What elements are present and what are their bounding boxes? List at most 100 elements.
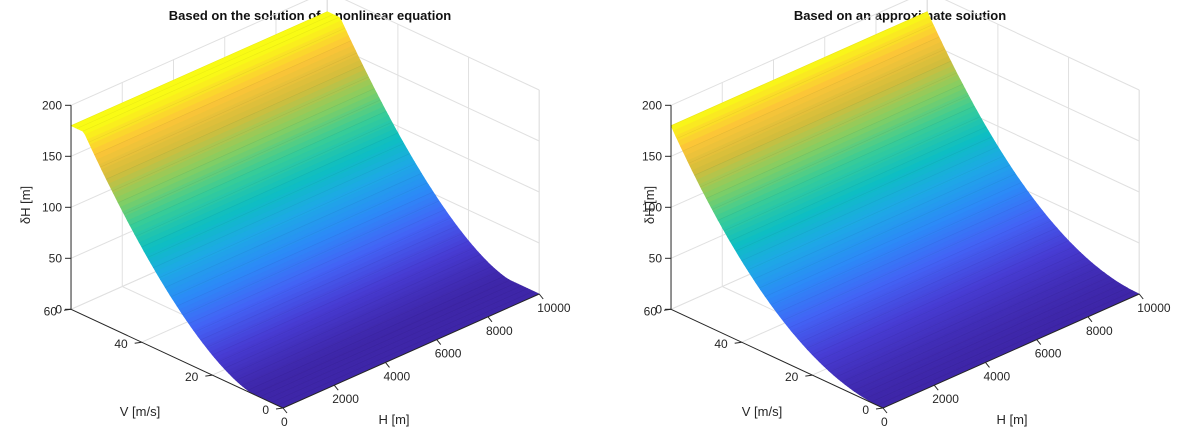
mesh-line-7 <box>112 76 369 192</box>
mesh-line-21 <box>194 217 451 333</box>
mesh-line-12 <box>741 146 999 261</box>
x-tick-mark-5 <box>538 293 544 300</box>
mesh-line-23 <box>206 233 463 348</box>
x-tick-label-1: 2000 <box>332 392 359 406</box>
mesh-line-16 <box>765 182 1022 297</box>
mesh-line-5 <box>700 72 957 188</box>
mesh-line-2 <box>82 16 340 132</box>
x-tick-label-3: 6000 <box>1035 347 1062 361</box>
mesh-line-24 <box>212 240 469 356</box>
wall-grid-z-4 <box>670 0 1140 106</box>
y-tick-label-2: 40 <box>114 337 128 351</box>
mesh-line-34 <box>271 288 528 403</box>
left-plot-title: Based on the solution of a nonlinear equ… <box>169 8 451 23</box>
mesh-line-15 <box>159 163 416 278</box>
x-tick-mark-1 <box>333 384 339 391</box>
left-plot-xlabel: H [m] <box>378 412 409 427</box>
x-tick-label-2: 4000 <box>983 369 1010 383</box>
mesh-line-3 <box>88 27 346 143</box>
x-tick-label-1: 2000 <box>932 392 959 406</box>
x-tick-mark-3 <box>1036 339 1042 345</box>
x-tick-label-0: 0 <box>281 415 288 429</box>
wall-grid-z-4 <box>70 0 540 106</box>
mesh-line-22 <box>200 225 457 341</box>
x-tick-mark-4 <box>1087 316 1093 323</box>
mesh-line-25 <box>818 246 1075 361</box>
axes: 0501001502000204060020004000600080001000… <box>642 98 1171 429</box>
mesh-line-33 <box>865 284 1122 399</box>
mesh-line-28 <box>235 266 493 381</box>
y-tick-mark-3 <box>63 308 72 311</box>
right-plot-title: Based on an approximate solution <box>794 8 1006 23</box>
mesh-line-6 <box>706 83 963 199</box>
mesh-line-17 <box>770 190 1028 306</box>
mesh-line-10 <box>129 110 387 226</box>
mesh-line-1 <box>76 14 334 129</box>
y-tick-mark-1 <box>205 374 213 377</box>
mesh-line-22 <box>800 227 1057 343</box>
z-tick-label-3: 150 <box>42 149 62 163</box>
mesh-line-20 <box>188 209 446 324</box>
mesh-line-11 <box>735 136 993 252</box>
mesh-line-35 <box>876 290 1134 406</box>
left-surface-plot: Based on the solution of a nonlinear equ… <box>18 0 571 429</box>
mesh-line-11 <box>135 121 393 237</box>
mesh-line-29 <box>841 267 1099 383</box>
z-tick-label-0: 0 <box>655 302 662 316</box>
z-tick-label-0: 0 <box>55 302 62 316</box>
mesh-line-31 <box>853 276 1110 392</box>
surface-mesh <box>670 11 1140 409</box>
axes: 0501001502000204060020004000600080001000… <box>42 98 571 429</box>
y-tick-label-3: 60 <box>644 304 658 318</box>
right-plot-xlabel: H [m] <box>996 412 1027 427</box>
mesh-line-1 <box>676 24 934 139</box>
z-tick-label-3: 150 <box>642 149 662 163</box>
z-tick-label-1: 50 <box>49 251 63 265</box>
mesh-line-28 <box>835 262 1093 378</box>
x-tick-label-5: 10000 <box>1137 301 1171 315</box>
z-tick-label-4: 200 <box>642 98 662 112</box>
mesh-line-12 <box>141 132 399 248</box>
x-tick-mark-1 <box>933 384 939 391</box>
mesh-line-6 <box>106 64 363 180</box>
z-tick-label-1: 50 <box>649 251 663 265</box>
mesh-line-25 <box>218 247 475 363</box>
y-tick-label-1: 20 <box>785 370 799 384</box>
right-plot-zlabel: δH [m] <box>642 186 657 224</box>
y-tick-mark-3 <box>663 308 672 311</box>
mesh-line-8 <box>718 105 975 221</box>
x-tick-mark-3 <box>436 339 442 345</box>
mesh-line-19 <box>782 206 1040 321</box>
y-tick-label-2: 40 <box>714 337 728 351</box>
mesh-line-9 <box>723 116 981 231</box>
y-tick-mark-2 <box>134 341 142 344</box>
mesh-line-16 <box>165 173 422 288</box>
mesh-line-27 <box>229 260 487 375</box>
mesh-line-26 <box>223 254 481 369</box>
mesh-line-32 <box>859 280 1116 396</box>
mesh-line-4 <box>694 60 951 176</box>
mesh-line-21 <box>794 220 1051 336</box>
mesh-line-13 <box>747 155 1004 271</box>
mesh-line-7 <box>712 95 969 210</box>
mesh-line-35 <box>276 290 534 406</box>
mesh-line-27 <box>829 257 1087 373</box>
z-tick-label-2: 100 <box>42 200 62 214</box>
mesh-line-26 <box>823 252 1081 367</box>
left-plot-zlabel: δH [m] <box>18 186 33 224</box>
x-axis-line <box>882 293 1140 409</box>
right-plot-ylabel: V [m/s] <box>742 404 782 419</box>
mesh-line-18 <box>176 191 434 307</box>
left-plot-ylabel: V [m/s] <box>120 404 160 419</box>
y-tick-label-0: 0 <box>862 403 869 417</box>
mesh-line-0 <box>670 11 928 126</box>
y-tick-label-1: 20 <box>185 370 199 384</box>
mesh-line-15 <box>759 173 1016 289</box>
surface <box>70 11 540 409</box>
mesh-line-9 <box>123 99 381 215</box>
mesh-line-29 <box>241 271 499 386</box>
x-tick-label-4: 8000 <box>486 324 513 338</box>
y-tick-label-3: 60 <box>44 304 58 318</box>
